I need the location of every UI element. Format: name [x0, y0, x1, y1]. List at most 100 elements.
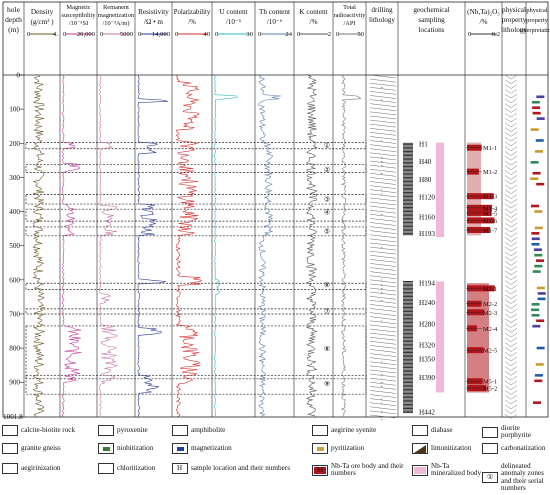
legend-label: delineated anomaly zones and their seria…	[501, 462, 544, 493]
depth-label: 500	[9, 242, 20, 250]
drilling-lithology-mark: •	[381, 417, 383, 422]
sample-and-ore-labels: H1 H40 H80 H120 H160 H193 H194 H240 H280 H320 H350…	[419, 140, 498, 416]
depth-label: 300	[9, 174, 20, 182]
phys-interpretation-block	[537, 297, 546, 301]
drilling-lithology-pattern	[369, 230, 397, 234]
drilling-lithology-pattern	[369, 308, 397, 312]
magsus-scale-max: 20,000	[77, 31, 96, 38]
density-scale-max: 4.	[53, 31, 58, 38]
phys-lithology-pattern	[504, 347, 518, 352]
phys-lithology-pattern	[504, 366, 518, 371]
geochem-header-line1: geochemical	[413, 6, 449, 14]
anomaly-zone-number: ⑥	[324, 281, 330, 289]
drilling-lithology-pattern	[369, 214, 397, 218]
anomaly-zone-number: ⑨	[324, 380, 330, 388]
legend-item: calcite-biotite rock	[2, 425, 92, 436]
drilling-lithology-pattern	[369, 140, 397, 144]
depth-label: 800	[9, 345, 20, 353]
limonitization-icon	[412, 443, 428, 454]
diorite-porphyrite-icon	[482, 426, 498, 438]
phys-lithology-pattern	[504, 280, 518, 285]
anomaly-zone-box	[25, 164, 367, 173]
drilling-lithology-pattern	[369, 103, 397, 107]
depth-label: 0	[16, 72, 20, 80]
drilling-lithology-pattern	[369, 402, 397, 406]
phys-lithology-pattern	[504, 127, 518, 132]
drilling-lithology-pattern	[369, 353, 397, 357]
polarizability-curve	[175, 74, 203, 418]
legend-item: Nb-Ta mineralized body	[412, 462, 482, 478]
drilling-lithology-mark: •	[381, 192, 383, 197]
drilling-lithology-pattern	[369, 386, 397, 390]
phys-lithology-pattern	[504, 232, 518, 237]
thorium-scale-min: 0	[258, 31, 262, 38]
ore-body-label: M2-3	[483, 310, 497, 317]
sample-label: H194	[419, 280, 435, 288]
drilling-lithology-pattern	[369, 95, 397, 99]
legend-item: limonitization	[412, 443, 477, 454]
phys-lithology-pattern	[504, 294, 518, 300]
phys-lithology-pattern	[504, 323, 518, 328]
drilling-lithology-mark: •	[381, 397, 383, 402]
drilling-lithology-pattern	[369, 123, 397, 128]
phys-interpretation-block	[530, 177, 539, 181]
anomaly-zone-box	[25, 226, 367, 237]
legend-item: amphibolite	[172, 425, 302, 436]
phys-lithology-pattern	[504, 203, 518, 209]
legend-item: pyritization	[312, 443, 407, 454]
niobitization-icon	[98, 443, 114, 454]
phys-lithology-pattern	[504, 170, 518, 175]
remanent-header-line3: /10⁻³A/m)	[103, 20, 130, 27]
magsus-scale-min: 0	[63, 31, 67, 38]
mineralized-body-band	[436, 142, 444, 238]
legend-label: niobitization	[117, 443, 154, 452]
legend-item: niobitization	[98, 443, 168, 454]
phys-lithology-pattern	[504, 160, 518, 166]
drilling-lithology-pattern	[369, 205, 397, 210]
phys-interpretation-block	[536, 117, 545, 120]
physlith-header-line2: property	[502, 16, 527, 24]
radio-header-line3: /API	[344, 20, 356, 27]
sample-label: H1	[419, 140, 428, 148]
drilling-lithology-mark: •	[381, 372, 383, 377]
phys-interpretation-block	[536, 286, 545, 290]
drilling-lithology-pattern	[369, 189, 397, 193]
anomaly-zone-box	[25, 375, 367, 395]
aegirine-syenite-icon	[312, 425, 328, 436]
legend-label: magnetization	[191, 443, 232, 452]
remanent-scale-min: 0	[100, 31, 104, 38]
drilling-lithology-pattern	[369, 291, 397, 296]
depth-label: 700	[9, 310, 20, 318]
drilling-lithology-mark: •	[381, 155, 383, 160]
drilling-lithology-pattern	[369, 406, 397, 411]
drilling-lithology-mark: •	[381, 380, 383, 385]
phys-lithology-pattern	[504, 136, 518, 142]
anomaly-zone-box	[25, 325, 367, 380]
drilling-lithology-pattern	[369, 185, 397, 189]
depth-header-line3: (m)	[8, 25, 19, 34]
drilling-lithology-pattern	[369, 304, 397, 308]
drilling-lithology-pattern	[369, 144, 397, 148]
drilling-lithology-pattern	[369, 410, 397, 415]
phys-lithology-pattern	[504, 132, 518, 137]
phys-lithology-pattern	[504, 213, 518, 218]
pyroxenite-icon	[98, 425, 114, 436]
phys-lithology-pattern	[504, 84, 518, 89]
phys-lithology-pattern	[504, 266, 518, 271]
density-scale-min: 0	[27, 31, 31, 38]
phys-interpretation-block	[532, 324, 541, 328]
drilling-lithology-pattern	[369, 398, 397, 402]
uranium-header-line2: /10⁻⁶	[226, 18, 242, 26]
phys-lithology-pattern	[504, 328, 518, 333]
drilling-lithology-pattern	[369, 271, 397, 275]
phys-lithology-pattern	[504, 299, 518, 304]
sample-label: H80	[419, 176, 432, 184]
phys-lithology-pattern	[504, 251, 518, 257]
anomaly-zone-number: ④	[324, 209, 330, 217]
drilling-lithology-pattern	[369, 263, 397, 267]
anomaly-zone-number: ①	[324, 142, 330, 150]
sample-label: H193	[419, 230, 435, 238]
phys-lithology-pattern	[504, 122, 518, 128]
phys-lithology-pattern	[504, 151, 518, 156]
phys-lithology-pattern	[504, 318, 518, 323]
